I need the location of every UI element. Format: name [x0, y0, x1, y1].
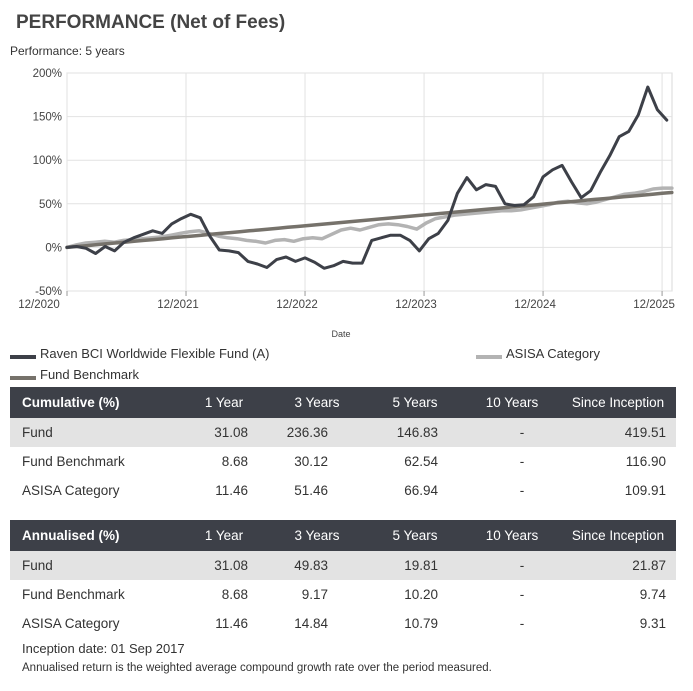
legend-fund-swatch — [10, 354, 36, 359]
cell: - — [519, 454, 525, 469]
cell: 419.51 — [560, 418, 676, 447]
cell: 51.46 — [294, 483, 328, 498]
col-1-year: 1 Year — [180, 520, 268, 551]
series-line-benchmark — [65, 190, 674, 250]
legend-category-swatch — [476, 354, 502, 359]
table-row: ASISA Category 11.46 51.46 66.94 - 109.9… — [10, 476, 676, 505]
plot-frame — [66, 72, 673, 292]
cumulative-table: Cumulative (%) 1 Year 3 Years 5 Years 10… — [10, 387, 676, 505]
y-tick-label: 200% — [33, 68, 62, 80]
cell: 146.83 — [366, 418, 464, 447]
cell: 11.46 — [215, 483, 248, 498]
col-10-years: 10 Years — [464, 520, 560, 551]
cell: - — [519, 616, 525, 631]
cell: 14.84 — [294, 616, 328, 631]
row-label: Fund Benchmark — [22, 454, 125, 469]
y-tick-label: 100% — [33, 155, 62, 167]
page-title: PERFORMANCE (Net of Fees) — [16, 12, 286, 33]
legend-fund-label: Raven BCI Worldwide Flexible Fund (A) — [40, 346, 270, 361]
col-5-years: 5 Years — [366, 520, 464, 551]
table-row: Fund Benchmark 8.68 9.17 10.20 - 9.74 — [10, 580, 676, 609]
legend-benchmark-swatch — [10, 375, 36, 380]
legend-category-label: ASISA Category — [506, 346, 600, 361]
table-row: Fund 31.08 49.83 19.81 - 21.87 — [10, 551, 676, 580]
col-5-years: 5 Years — [366, 387, 464, 418]
x-axis-label: Date — [331, 329, 350, 339]
cell: 8.68 — [221, 454, 248, 469]
cell: 49.83 — [268, 551, 366, 580]
row-label: Fund — [10, 551, 180, 580]
series-line-fund — [65, 85, 669, 270]
cell: 116.90 — [625, 454, 666, 469]
row-label: Fund Benchmark — [22, 587, 125, 602]
x-tick-label: 12/2020 — [18, 299, 60, 311]
cumulative-header-label: Cumulative (%) — [10, 387, 180, 418]
col-3-years: 3 Years — [268, 520, 366, 551]
cell: 9.17 — [301, 587, 328, 602]
cell: 9.74 — [639, 587, 666, 602]
row-label: ASISA Category — [22, 483, 120, 498]
cell: 31.08 — [180, 551, 268, 580]
y-tick-label: 150% — [33, 112, 62, 124]
cell: - — [464, 551, 560, 580]
y-tick-label: 0% — [45, 242, 62, 254]
cell: - — [519, 483, 525, 498]
legend-benchmark-label: Fund Benchmark — [40, 367, 139, 382]
annualised-header-label: Annualised (%) — [10, 520, 180, 551]
legend-fund[interactable]: Raven BCI Worldwide Flexible Fund (A) — [10, 346, 270, 361]
cell: 10.20 — [404, 587, 438, 602]
cell: 62.54 — [404, 454, 438, 469]
table-row: Fund Benchmark 8.68 30.12 62.54 - 116.90 — [10, 447, 676, 476]
legend-benchmark[interactable]: Fund Benchmark — [10, 367, 139, 382]
row-label: Fund — [10, 418, 180, 447]
x-tick-label: 12/2024 — [514, 299, 556, 311]
y-tick-label: 50% — [39, 199, 62, 211]
cell: 30.12 — [294, 454, 328, 469]
cell: 31.08 — [180, 418, 268, 447]
inception-note: Inception date: 01 Sep 2017 — [22, 641, 185, 656]
row-label: ASISA Category — [22, 616, 120, 631]
cumulative-header-row: Cumulative (%) 1 Year 3 Years 5 Years 10… — [10, 387, 676, 418]
cell: 66.94 — [404, 483, 438, 498]
x-tick-label: 12/2022 — [276, 299, 318, 311]
annualised-note: Annualised return is the weighted averag… — [22, 662, 492, 674]
x-tick-label: 12/2025 — [633, 299, 675, 311]
cell: 109.91 — [624, 483, 666, 498]
annualised-table: Annualised (%) 1 Year 3 Years 5 Years 10… — [10, 520, 676, 638]
col-10-years: 10 Years — [464, 387, 560, 418]
table-row: ASISA Category 11.46 14.84 10.79 - 9.31 — [10, 609, 676, 638]
col-1-year: 1 Year — [180, 387, 268, 418]
annualised-header-row: Annualised (%) 1 Year 3 Years 5 Years 10… — [10, 520, 676, 551]
chart-subtitle: Performance: 5 years — [10, 44, 125, 58]
col-3-years: 3 Years — [268, 387, 366, 418]
cell: 8.68 — [221, 587, 248, 602]
col-since-inception: Since Inception — [560, 520, 676, 551]
cell: 236.36 — [268, 418, 366, 447]
cell: 21.87 — [560, 551, 676, 580]
cell: - — [519, 587, 525, 602]
cell: 11.46 — [215, 616, 248, 631]
col-since-inception: Since Inception — [560, 387, 676, 418]
x-tick-label: 12/2023 — [395, 299, 437, 311]
performance-chart: -50% 0% 50% 100% 150% 200% 12/2020 12/2021 12/20… — [18, 68, 675, 339]
cell: 10.79 — [404, 616, 438, 631]
table-row: Fund 31.08 236.36 146.83 - 419.51 — [10, 418, 676, 447]
x-tick-label: 12/2021 — [157, 299, 199, 311]
cell: 19.81 — [366, 551, 464, 580]
cell: 9.31 — [639, 616, 666, 631]
y-tick-label: -50% — [35, 286, 62, 298]
legend-category[interactable]: ASISA Category — [476, 346, 600, 361]
cell: - — [464, 418, 560, 447]
